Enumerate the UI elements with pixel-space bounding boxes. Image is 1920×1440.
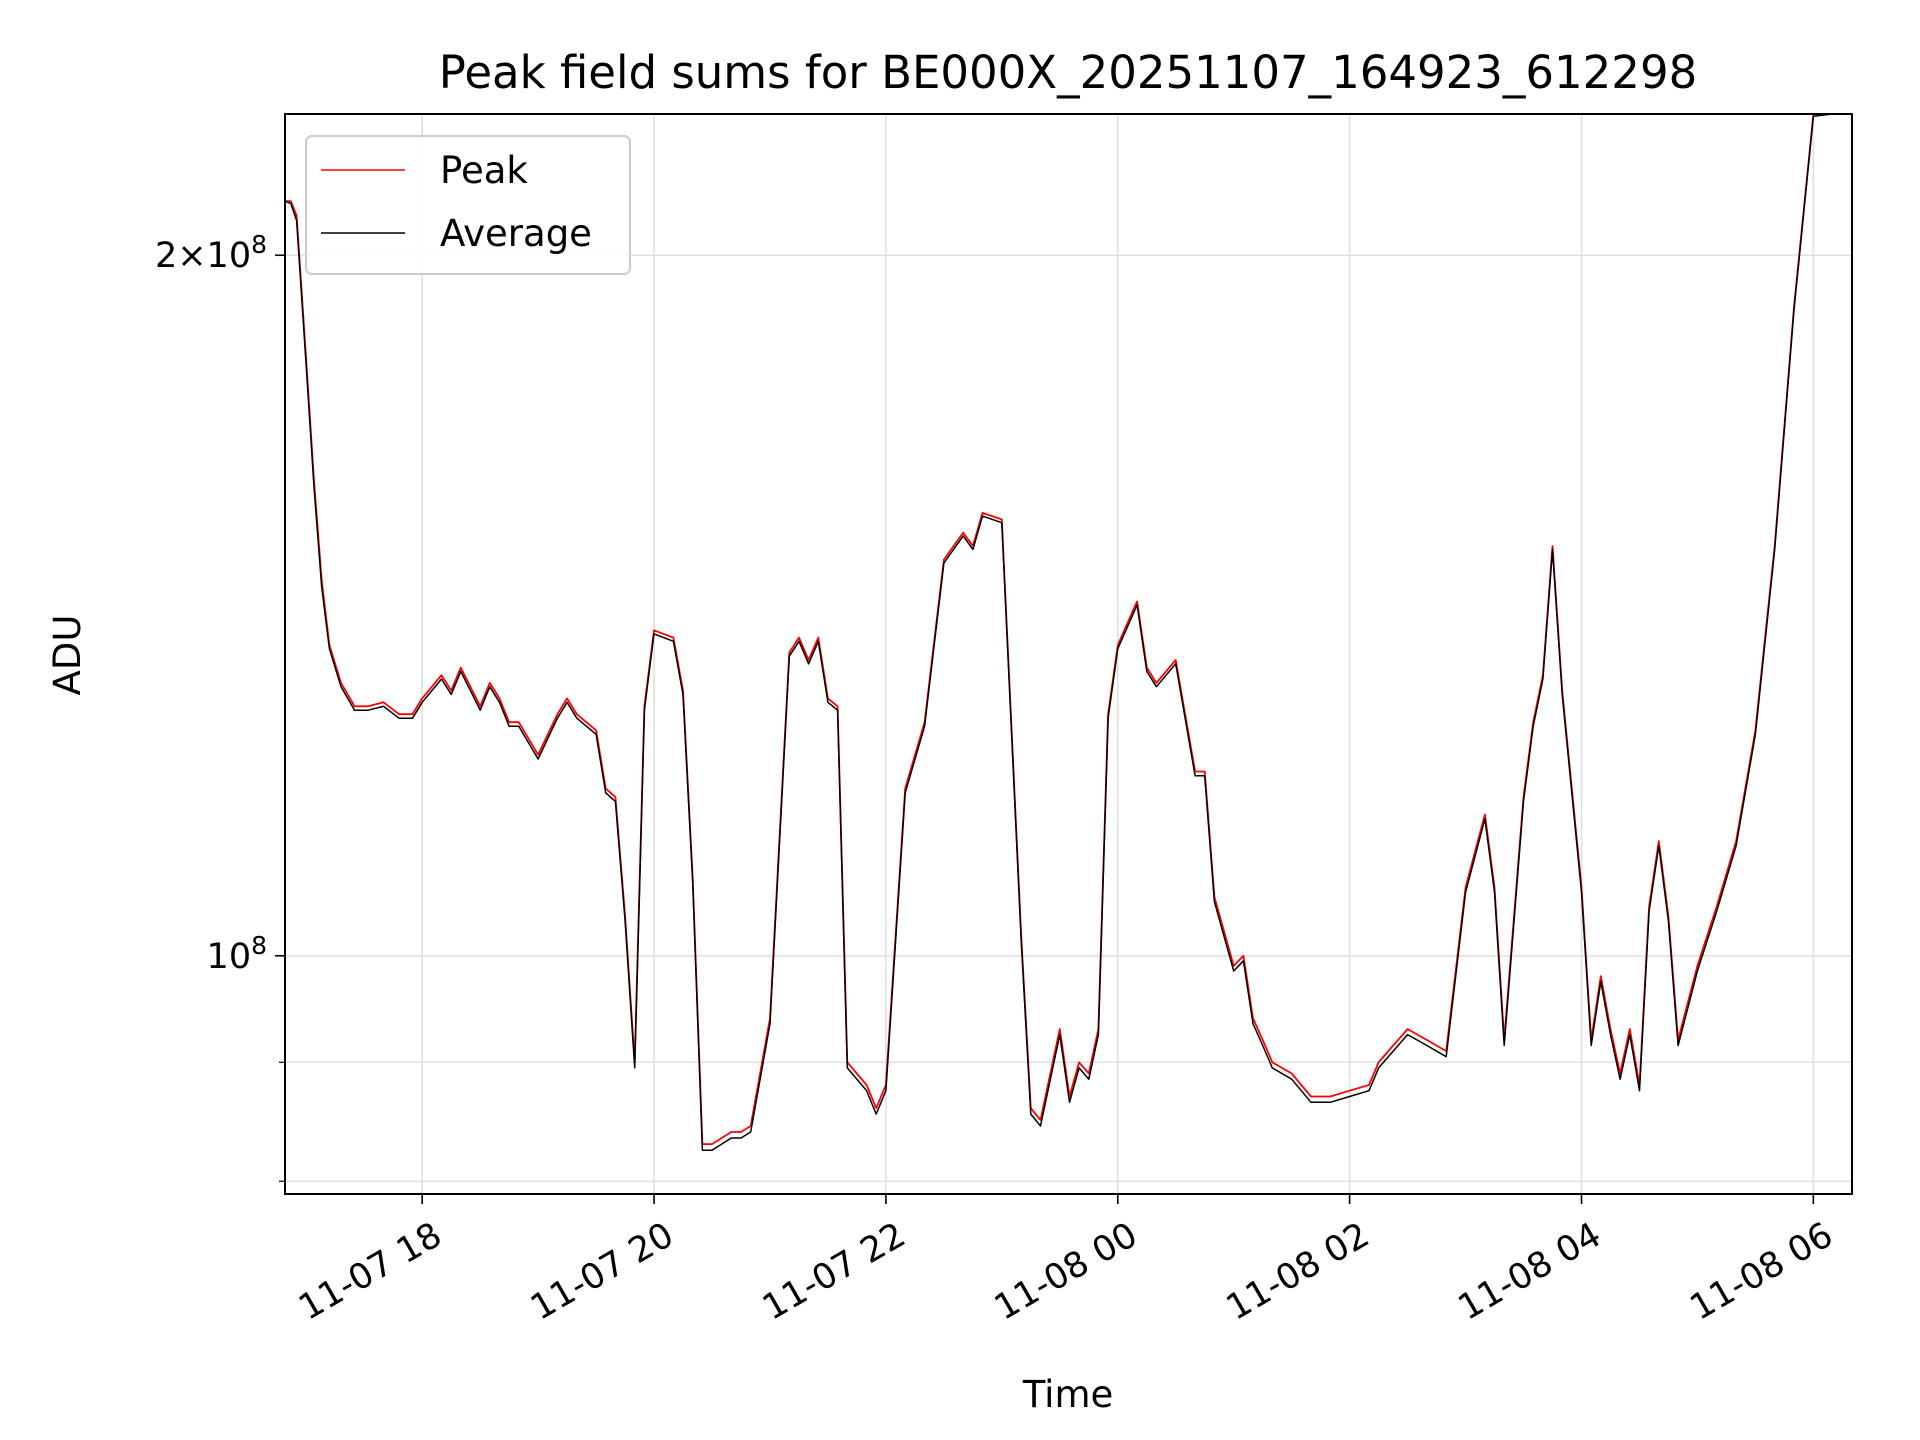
legend-label-peak: Peak — [440, 149, 528, 192]
grid — [285, 114, 1852, 1194]
y-tick-label: 2×108 — [155, 230, 267, 276]
x-axis-title: Time — [1022, 1373, 1114, 1416]
series-layer — [285, 114, 1833, 1151]
legend-label-average: Average — [440, 212, 592, 255]
legend: Peak Average — [305, 135, 631, 275]
series-line-average — [285, 114, 1833, 1151]
plot-area-frame — [284, 113, 1853, 1195]
y-tick-label: 108 — [207, 931, 267, 977]
chart-title: Peak field sums for BE000X_20251107_1649… — [439, 46, 1697, 99]
y-axis-title: ADU — [46, 615, 89, 696]
